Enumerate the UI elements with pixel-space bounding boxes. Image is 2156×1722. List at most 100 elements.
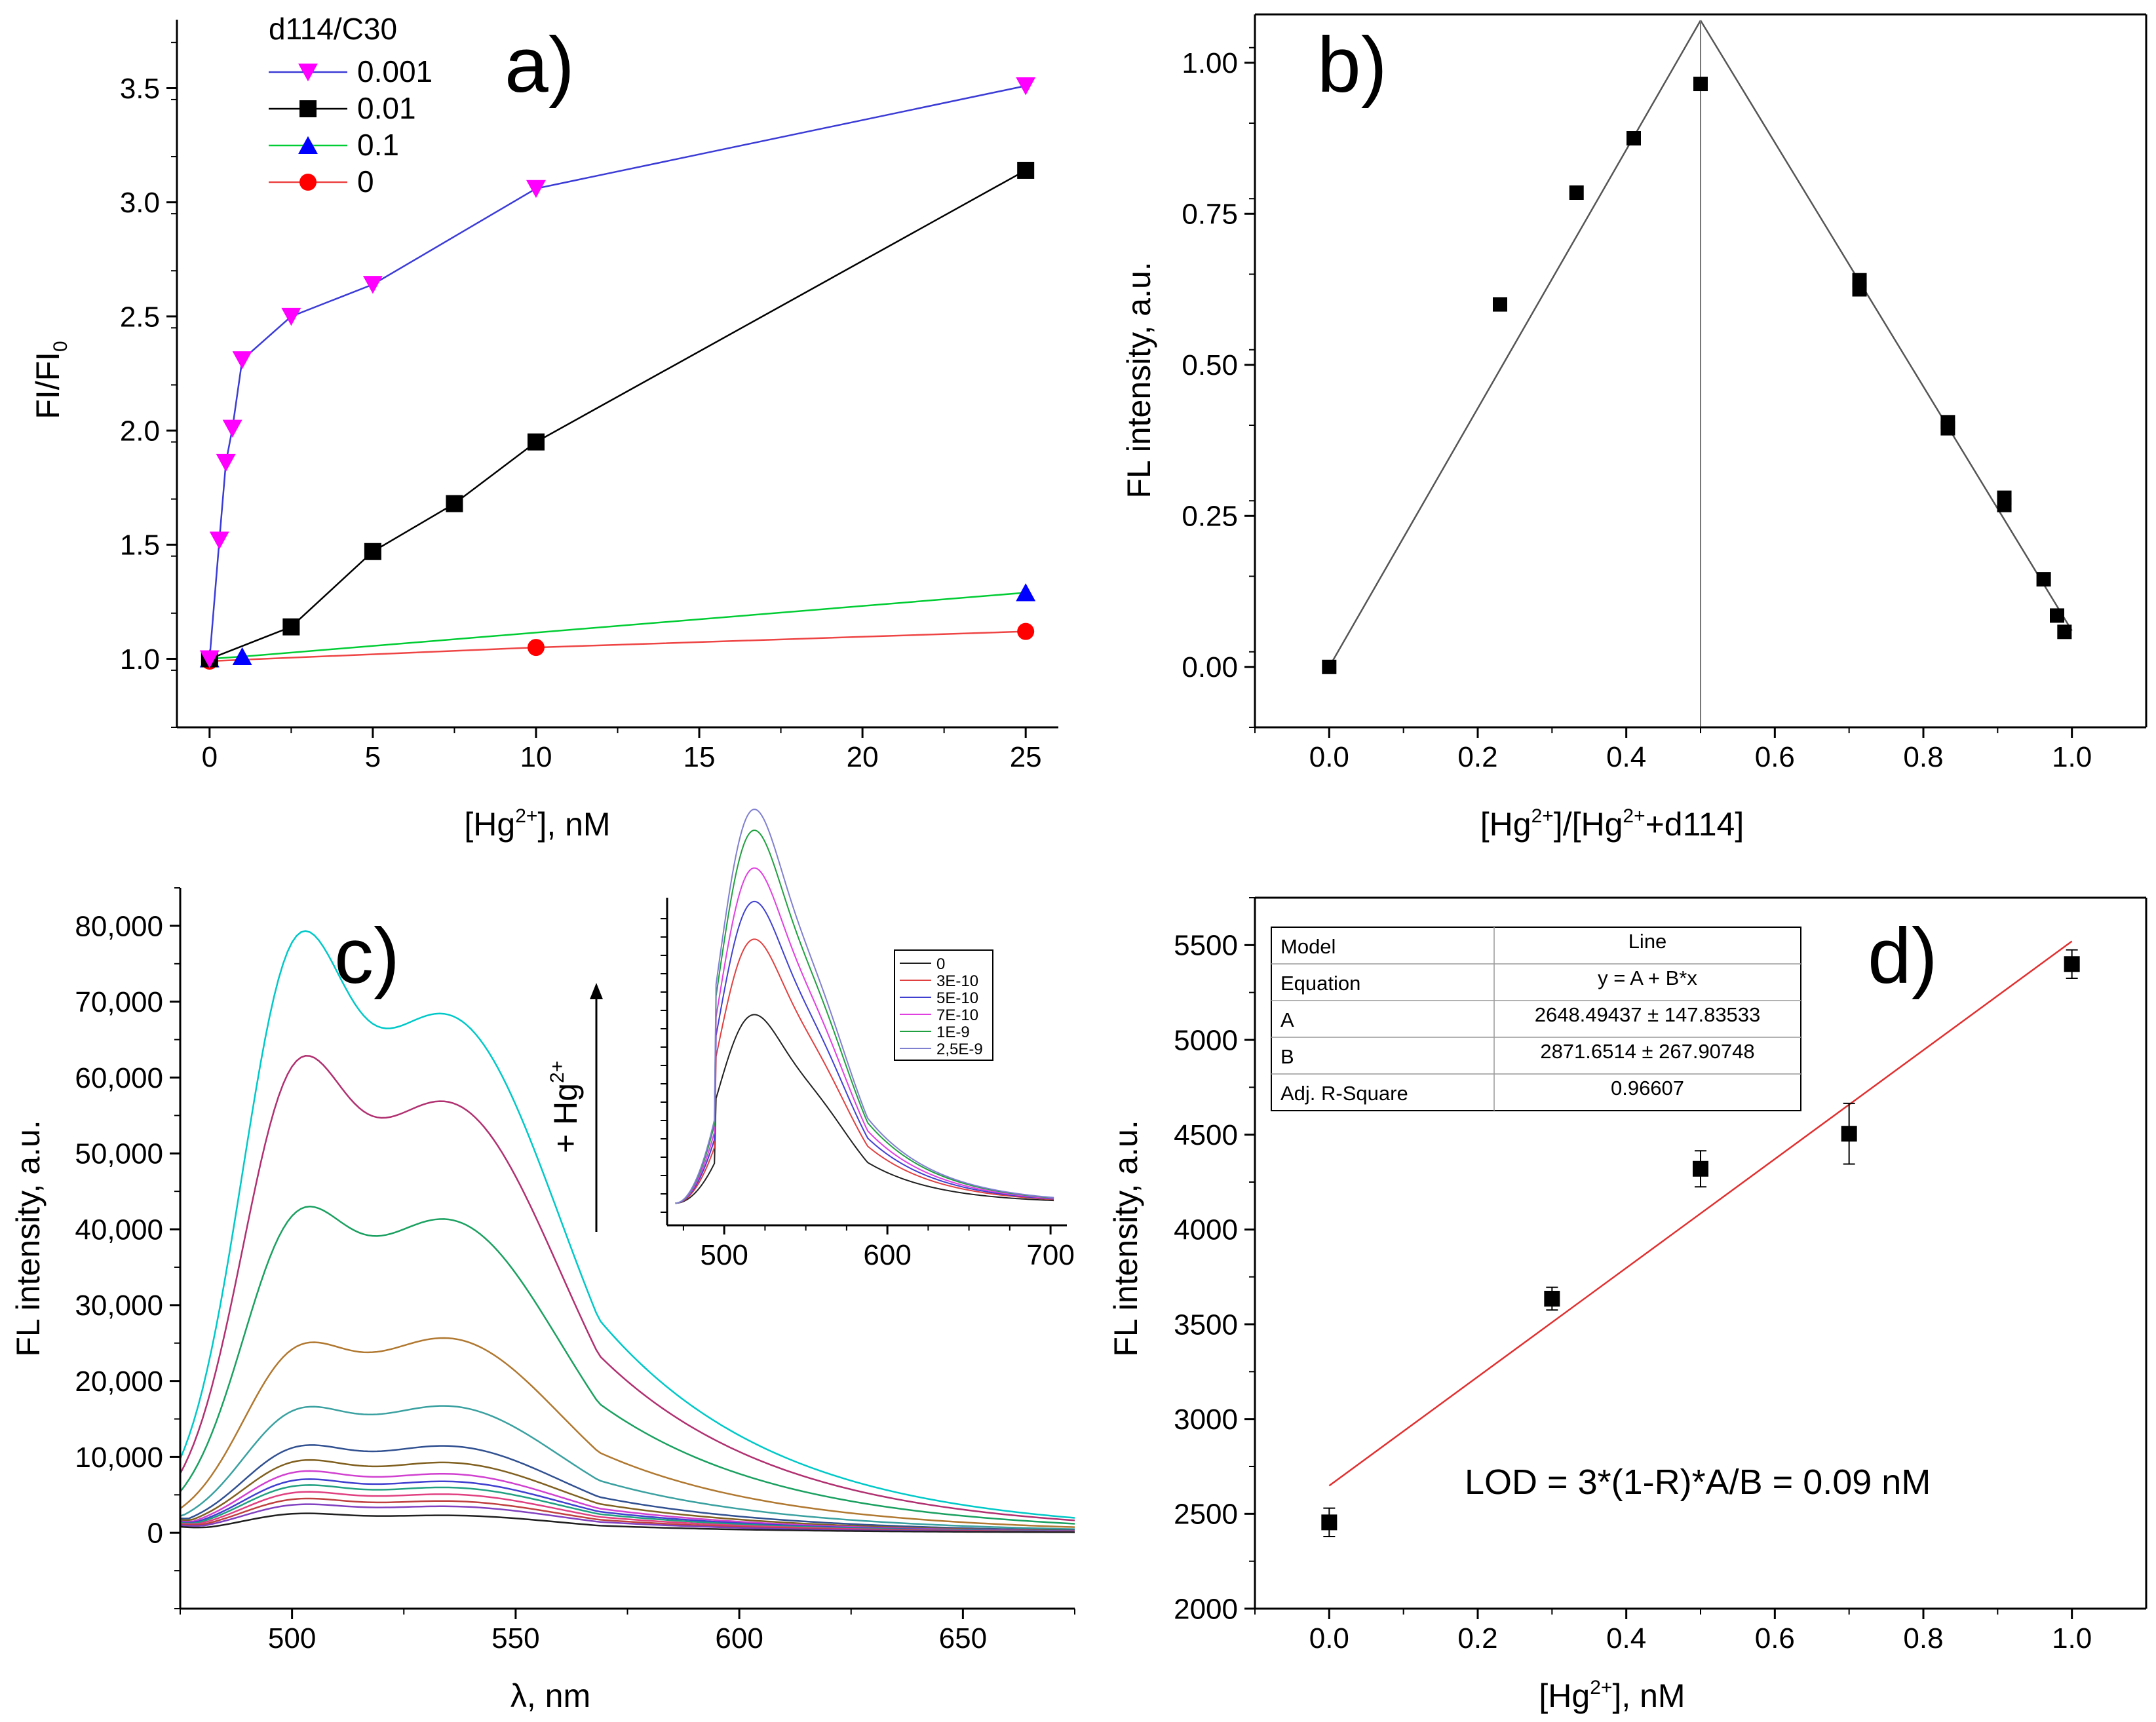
x-tick-label: 20 (847, 741, 879, 773)
data-point (1544, 1290, 1560, 1307)
data-point-0.001 (216, 453, 236, 472)
panel-c-ylabel: FL intensity, a.u. (10, 1120, 47, 1356)
y-tick-label: 30,000 (75, 1290, 163, 1322)
svg-text:FL intensity, a.u.: FL intensity, a.u. (1107, 1120, 1144, 1356)
svg-text:+ Hg2+: + Hg2+ (547, 1061, 584, 1153)
fit-table-value: y = A + B*x (1598, 966, 1697, 989)
y-tick-label: 3000 (1174, 1404, 1238, 1436)
inset-legend-entry: 3E-10 (936, 972, 978, 990)
x-tick-label: 0.8 (1903, 1622, 1943, 1655)
x-tick-label: 0.4 (1606, 1622, 1646, 1655)
y-tick-label: 20,000 (75, 1366, 163, 1398)
fit-table-border (1271, 927, 1801, 1111)
x-tick-label: 0.0 (1309, 741, 1349, 773)
inset-spectrum (675, 938, 1054, 1204)
y-tick-label: 0.25 (1182, 501, 1238, 533)
inset-spectrum (675, 900, 1054, 1204)
data-point-0.001 (281, 307, 301, 326)
x-tick-label: 550 (491, 1622, 539, 1655)
y-tick-label: 2500 (1174, 1499, 1238, 1531)
y-tick-label: 3.0 (120, 187, 160, 219)
x-tick-label: 600 (715, 1622, 763, 1655)
emission-spectrum (180, 1444, 1075, 1531)
y-tick-label: 1.0 (120, 643, 160, 676)
legend-entry: 0.01 (357, 91, 416, 125)
data-point (1940, 421, 1955, 436)
svg-text:FL intensity, a.u.: FL intensity, a.u. (10, 1120, 47, 1356)
fit-table-key: Model (1280, 935, 1336, 958)
panel-a-ylabel: FI/FI0 (29, 341, 71, 419)
y-tick-label: 1.00 (1182, 47, 1238, 79)
data-point-0.1 (232, 647, 252, 665)
legend-entry: 0.1 (357, 128, 399, 162)
x-tick-label: 0.6 (1755, 1622, 1795, 1655)
panel-b-xlabel: [Hg2+]/[Hg2++d114] (1480, 805, 1744, 843)
data-point-0.001 (232, 351, 252, 370)
inset-spectrum (675, 809, 1054, 1204)
panel-a-label: a) (505, 21, 575, 109)
data-point (1693, 1160, 1708, 1177)
lod-annotation: LOD = 3*(1-R)*A/B = 0.09 nM (1465, 1463, 1931, 1502)
emission-spectrum (179, 1055, 1075, 1521)
data-point (1321, 1514, 1338, 1531)
data-point-0 (1017, 622, 1035, 640)
data-point (1852, 282, 1867, 297)
y-tick-label: 2.0 (120, 415, 160, 447)
panel-d: 0.0 0.2 0.4 0.6 0.8 1.0 2000 2500 3000 3500 4000 45… (1107, 896, 2147, 1714)
inset-legend-entry: 0 (936, 955, 945, 973)
inset-legend-box (894, 949, 993, 1061)
y-tick-label: 40,000 (75, 1214, 163, 1246)
emission-spectrum (179, 930, 1075, 1519)
data-point-0.001 (199, 650, 220, 668)
legend-entry: 0 (357, 164, 374, 199)
data-point (1841, 1126, 1857, 1142)
data-point-0.001 (222, 419, 242, 438)
inset-x-tick-label: 600 (863, 1239, 911, 1271)
inset-legend-entry: 2,5E-9 (936, 1041, 983, 1058)
fit-table-value: Line (1628, 930, 1667, 953)
data-point-0.01 (527, 433, 545, 451)
emission-spectrum (180, 1337, 1075, 1528)
legend-title: d114/C30 (269, 12, 397, 46)
inset-x-tick-label: 700 (1026, 1239, 1074, 1271)
fit-table-value: 2871.6514 ± 267.90748 (1540, 1040, 1754, 1063)
series-line-0.001 (208, 85, 1026, 659)
data-point-0.01 (282, 618, 300, 636)
x-tick-label: 0.4 (1606, 741, 1646, 773)
panel-b-label: b) (1317, 21, 1387, 109)
data-point-0.001 (526, 180, 546, 199)
x-tick-label: 25 (1010, 741, 1042, 773)
y-tick-label: 0.00 (1182, 651, 1238, 683)
x-tick-label: 1.0 (2052, 1622, 2092, 1655)
panel-c-label: c) (334, 912, 400, 1000)
y-tick-label: 0.50 (1182, 349, 1238, 381)
fit-table-value: 2648.49437 ± 147.83533 (1535, 1003, 1761, 1026)
data-point-0.01 (446, 495, 463, 512)
fit-results-table: Model Line Equation y = A + B*x A 2648.49437 … (1271, 927, 1801, 1111)
x-tick-label: 0.8 (1903, 741, 1943, 773)
fit-table-key: Equation (1280, 972, 1360, 995)
fit-table-key: Adj. R-Square (1280, 1082, 1408, 1105)
x-tick-label: 0.6 (1755, 741, 1795, 773)
panel-c: 500 550 600 650 0 10,000 20,000 30,000 40,000 50,… (10, 809, 1075, 1714)
inset-x-tick-label: 500 (700, 1239, 748, 1271)
y-tick-label: 0 (147, 1518, 163, 1550)
panel-d-xlabel: [Hg2+], nM (1539, 1677, 1685, 1714)
data-point (1627, 131, 1641, 146)
y-tick-label: 60,000 (75, 1062, 163, 1094)
job-plot-fit-line (1699, 20, 2073, 632)
panel-b-ylabel: FL intensity, a.u. (1121, 261, 1157, 498)
data-point-0.1 (1016, 583, 1036, 602)
legend-marker (298, 64, 318, 82)
legend-marker (299, 100, 317, 117)
data-point (1693, 77, 1708, 92)
series-line-0 (209, 630, 1026, 662)
y-tick-label: 3.5 (120, 73, 160, 105)
hg-arrow-annotation: + Hg2+ (547, 983, 603, 1232)
job-plot-fit-line (1328, 20, 1702, 668)
y-tick-label: 5000 (1174, 1024, 1238, 1056)
panel-b: 0.0 0.2 0.4 0.6 0.8 1.0 0.00 0.25 0.50 0.75 1.00 b… (1121, 13, 2147, 843)
